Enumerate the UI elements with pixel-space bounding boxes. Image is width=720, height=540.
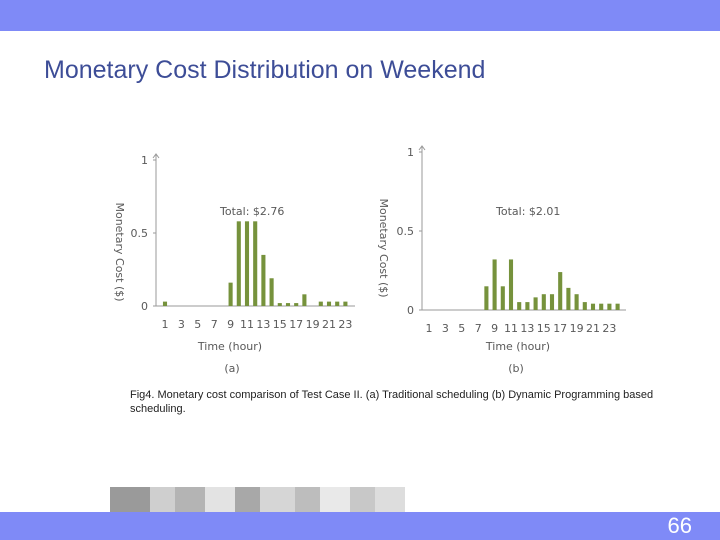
y-tick-label: 1 xyxy=(407,146,414,159)
bar xyxy=(599,303,604,310)
bar xyxy=(162,301,168,306)
x-tick-label: 5 xyxy=(194,318,201,331)
page-number: 66 xyxy=(667,513,692,538)
bar xyxy=(574,294,579,310)
bar xyxy=(582,302,587,310)
y-axis-label: Monetary Cost ($) xyxy=(377,198,390,297)
bar xyxy=(517,302,522,310)
bar xyxy=(228,282,233,306)
bar xyxy=(294,303,299,306)
x-tick-label: 13 xyxy=(520,322,534,335)
x-tick-label: 3 xyxy=(178,318,185,331)
bar xyxy=(607,303,612,310)
total-label: Total: $2.01 xyxy=(495,205,560,218)
x-tick-label: 15 xyxy=(537,322,551,335)
y-tick-label: 0 xyxy=(407,304,414,317)
y-axis-arrow-icon xyxy=(152,153,160,159)
decorative-tile xyxy=(235,487,260,512)
x-tick-label: 1 xyxy=(426,322,433,335)
x-tick-label: 23 xyxy=(338,318,352,331)
bar xyxy=(343,301,348,306)
decorative-tile xyxy=(110,487,150,512)
x-tick-label: 11 xyxy=(240,318,254,331)
decorative-tile xyxy=(350,487,375,512)
decorative-tile xyxy=(205,487,235,512)
x-tick-label: 19 xyxy=(570,322,584,335)
x-tick-label: 23 xyxy=(602,322,616,335)
x-axis-label: Time (hour) xyxy=(485,340,550,353)
bar xyxy=(590,303,596,310)
decorative-tile xyxy=(260,487,295,512)
x-tick-label: 19 xyxy=(306,318,320,331)
bar xyxy=(261,254,266,306)
bar xyxy=(566,287,571,310)
x-tick-label: 7 xyxy=(211,318,218,331)
y-tick-label: 1 xyxy=(141,154,148,167)
x-axis-label: Time (hour) xyxy=(197,340,262,353)
bar xyxy=(558,272,563,310)
x-tick-label: 17 xyxy=(289,318,303,331)
bar xyxy=(236,221,241,306)
figure-caption: Fig4. Monetary cost comparison of Test C… xyxy=(130,389,654,415)
x-tick-label: 13 xyxy=(256,318,270,331)
decorative-tile xyxy=(175,487,205,512)
bar xyxy=(253,221,258,306)
x-tick-label: 7 xyxy=(475,322,482,335)
x-tick-label: 5 xyxy=(458,322,465,335)
bar xyxy=(335,301,340,306)
x-tick-label: 15 xyxy=(273,318,287,331)
top-band xyxy=(0,0,720,31)
panel-label: (b) xyxy=(508,362,524,375)
bar xyxy=(326,301,332,306)
y-tick-label: 0.5 xyxy=(131,227,149,240)
x-tick-label: 21 xyxy=(586,322,600,335)
y-axis-arrow-icon xyxy=(418,145,426,151)
bar xyxy=(500,286,505,310)
x-tick-label: 9 xyxy=(491,322,498,335)
bar xyxy=(285,303,291,306)
x-tick-label: 21 xyxy=(322,318,336,331)
decorative-tile xyxy=(320,487,350,512)
bar xyxy=(277,303,282,306)
bar xyxy=(492,259,497,310)
x-tick-label: 11 xyxy=(504,322,518,335)
chart-a: Monetary Cost ($) Total: $2.76 Time (hou… xyxy=(113,153,355,375)
y-tick-label: 0.5 xyxy=(397,225,415,238)
x-tick-label: 9 xyxy=(227,318,234,331)
chart-b: Monetary Cost ($) Total: $2.01 Time (hou… xyxy=(377,145,626,375)
bar xyxy=(318,301,323,306)
bar xyxy=(484,286,489,310)
x-tick-label: 1 xyxy=(162,318,169,331)
bar xyxy=(525,302,530,310)
slide-title: Monetary Cost Distribution on Weekend xyxy=(44,56,486,84)
decorative-tile xyxy=(375,487,405,512)
y-tick-label: 0 xyxy=(141,300,148,313)
bar xyxy=(615,303,620,310)
y-axis-label: Monetary Cost ($) xyxy=(113,202,126,301)
bar xyxy=(508,259,514,310)
total-label: Total: $2.76 xyxy=(219,205,284,218)
panel-label: (a) xyxy=(224,362,239,375)
x-tick-label: 3 xyxy=(442,322,449,335)
decorative-tile xyxy=(150,487,175,512)
bar xyxy=(302,294,307,306)
bar xyxy=(541,294,546,310)
bar xyxy=(549,294,555,310)
bar xyxy=(269,278,274,306)
decorative-image-strip xyxy=(110,487,430,512)
bar xyxy=(244,221,250,306)
bottom-band xyxy=(0,512,720,540)
bar xyxy=(533,297,538,310)
decorative-tile xyxy=(295,487,320,512)
x-tick-label: 17 xyxy=(553,322,567,335)
